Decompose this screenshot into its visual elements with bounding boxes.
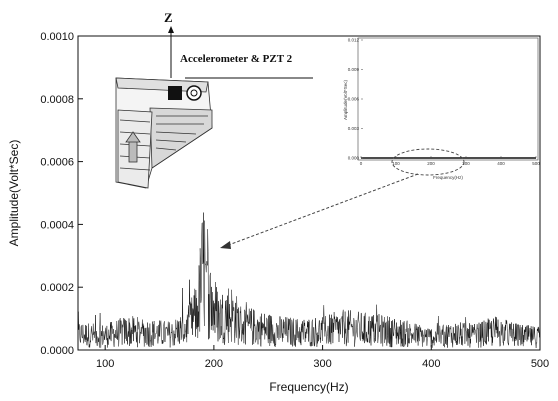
inset-x-axis-title: Frequency(Hz)	[433, 175, 463, 180]
x-axis-title: Frequency(Hz)	[269, 380, 348, 394]
sensor-label: Accelerometer & PZT 2	[180, 53, 293, 65]
x-tick-label: 200	[205, 358, 223, 370]
y-tick-label: 0.0004	[40, 219, 74, 231]
inset-x-tick-label: 200	[427, 161, 435, 166]
x-axis-ticks: 100 200 300 400 500	[96, 345, 549, 370]
inset-x-tick-label: 0	[360, 161, 363, 166]
inset-x-tick-label: 400	[497, 161, 505, 166]
inset-frame	[357, 37, 539, 161]
inset-x-ticks: 0 100 200 300 400 500	[360, 156, 540, 166]
x-tick-label: 300	[313, 358, 331, 370]
y-tick-label: 0.0002	[40, 282, 74, 294]
inset-y-tick-label: 0.006	[348, 97, 360, 102]
y-tick-label: 0.0010	[40, 31, 74, 43]
inset-y-tick-label: 0.012	[348, 38, 360, 43]
spectrum-line	[77, 212, 541, 349]
inset-x-tick-label: 500	[532, 161, 540, 166]
plot-frame	[77, 35, 541, 351]
y-tick-label: 0.0008	[40, 94, 74, 106]
inset-highlight-ellipse	[391, 148, 465, 176]
z-axis-label: Z	[164, 10, 173, 25]
x-tick-label: 400	[422, 358, 440, 370]
inset-x-tick-label: 300	[462, 161, 470, 166]
y-axis-ticks: 0.0000 0.0002 0.0004 0.0006 0.0008 0.0010	[40, 31, 83, 357]
zoom-pointer-arrowhead	[220, 241, 231, 249]
y-axis-title: Amplitude(Volt*Sec)	[7, 140, 21, 247]
inset-x-tick-label: 100	[392, 161, 400, 166]
inset-y-axis-title: Amplitude(Volt*Sec)	[343, 79, 348, 120]
inset-y-tick-label: 0.009	[348, 67, 360, 72]
accelerometer-block	[168, 86, 182, 100]
structure-drawing	[115, 77, 213, 189]
inset-chart: 0 100 200 300 400 500 0.0000.0030.0060.0090.0…	[343, 38, 540, 181]
zoom-pointer-arrow	[225, 173, 419, 247]
x-tick-label: 500	[531, 358, 549, 370]
pzt-sensor-core	[190, 89, 198, 97]
inset-y-tick-label: 0.000	[348, 156, 360, 161]
x-tick-label: 100	[96, 358, 114, 370]
inset-y-ticks: 0.000 0.003 0.006 0.009 0.012	[348, 38, 363, 161]
y-tick-label: 0.0006	[40, 157, 74, 169]
pzt-sensor	[186, 85, 202, 101]
z-axis-arrowhead	[168, 26, 174, 33]
inset-y-tick-label: 0.003	[348, 126, 360, 131]
sensor-illustration: Z Accelerometer & PZT 2	[115, 10, 313, 189]
y-tick-label: 0.0000	[40, 345, 74, 357]
